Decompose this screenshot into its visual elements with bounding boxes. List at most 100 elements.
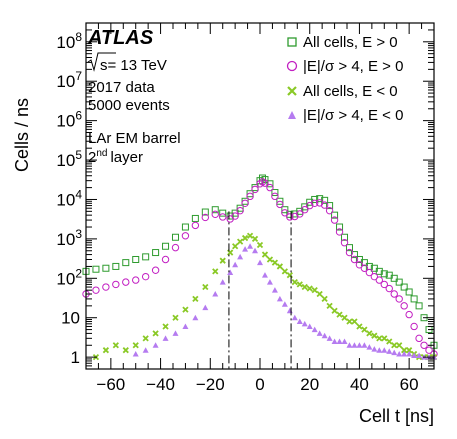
data-point bbox=[202, 283, 209, 291]
y-tick-exponent: 5 bbox=[75, 148, 82, 162]
data-point bbox=[411, 352, 418, 359]
data-point bbox=[276, 263, 284, 270]
y-tick-base: 10 bbox=[56, 151, 75, 170]
data-point bbox=[286, 213, 294, 221]
data-point bbox=[371, 332, 378, 339]
data-point bbox=[227, 269, 234, 276]
y-tick-label: 108 bbox=[56, 30, 82, 52]
data-point bbox=[252, 247, 259, 254]
data-point bbox=[316, 195, 324, 203]
data-point bbox=[370, 272, 379, 281]
data-point bbox=[122, 278, 130, 286]
data-point bbox=[236, 238, 244, 245]
data-point bbox=[320, 201, 329, 209]
data-point bbox=[247, 243, 254, 249]
data-point bbox=[142, 335, 149, 342]
y-tick-label: 103 bbox=[56, 227, 82, 249]
data-point bbox=[316, 330, 323, 336]
series-1 bbox=[82, 178, 438, 358]
data-point bbox=[266, 183, 274, 192]
data-point bbox=[331, 338, 338, 344]
data-point bbox=[301, 283, 308, 291]
data-point bbox=[172, 330, 179, 336]
data-point bbox=[261, 251, 269, 258]
data-point bbox=[152, 342, 159, 348]
data-point bbox=[219, 257, 226, 264]
data-point bbox=[356, 342, 363, 348]
data-point bbox=[410, 295, 418, 303]
data-point bbox=[331, 307, 338, 314]
data-point bbox=[181, 223, 189, 231]
data-point bbox=[311, 287, 318, 294]
data-point bbox=[266, 279, 273, 285]
data-point bbox=[311, 326, 318, 333]
y-tick-base: 10 bbox=[56, 33, 75, 52]
data-point bbox=[420, 341, 428, 349]
data-point bbox=[219, 209, 227, 217]
data-point bbox=[151, 266, 160, 274]
data-point bbox=[405, 310, 413, 319]
data-point bbox=[112, 280, 120, 289]
data-point bbox=[171, 243, 180, 252]
reference-lines bbox=[228, 211, 292, 369]
data-point bbox=[390, 290, 398, 298]
data-point bbox=[281, 301, 288, 307]
data-point bbox=[346, 318, 353, 325]
data-point bbox=[301, 320, 308, 327]
layer-number: 2 bbox=[88, 149, 96, 166]
data-point bbox=[132, 351, 139, 357]
data-point bbox=[281, 206, 289, 214]
data-point bbox=[396, 342, 403, 349]
x-tick-label: 40 bbox=[350, 375, 369, 394]
data-point bbox=[405, 288, 413, 296]
data-point bbox=[410, 322, 418, 331]
data-point bbox=[191, 221, 200, 230]
x-tick-label: 60 bbox=[400, 375, 419, 394]
data-point bbox=[396, 351, 403, 357]
data-point bbox=[361, 326, 368, 333]
legend-item-sigma-negative: |E|/σ > 4, E < 0 bbox=[288, 107, 403, 124]
data-point bbox=[336, 223, 344, 231]
data-point bbox=[335, 228, 344, 236]
data-point bbox=[415, 302, 423, 310]
x-axis-label: Cell t [ns] bbox=[359, 406, 434, 426]
data-point bbox=[132, 255, 140, 263]
legend-label: |E|/σ > 4, E < 0 bbox=[303, 107, 403, 124]
data-point bbox=[182, 323, 189, 329]
legend-item-sigma-positive: |E|/σ > 4, E > 0 bbox=[286, 58, 403, 75]
layer-superscript: nd bbox=[96, 148, 107, 159]
data-point bbox=[386, 338, 393, 345]
data-point bbox=[266, 256, 274, 263]
data-point bbox=[122, 259, 130, 267]
data-point bbox=[241, 234, 249, 242]
data-point bbox=[246, 232, 254, 239]
data-point bbox=[395, 295, 403, 303]
data-point bbox=[321, 332, 328, 339]
data-point bbox=[341, 314, 348, 321]
data-point bbox=[301, 206, 309, 214]
data-point bbox=[251, 235, 259, 243]
data-point bbox=[341, 338, 348, 344]
data-point bbox=[192, 295, 199, 303]
data-point bbox=[246, 190, 254, 198]
data-point bbox=[381, 335, 388, 342]
data-point bbox=[401, 347, 408, 354]
y-tick-exponent: 2 bbox=[75, 266, 82, 280]
data-point bbox=[366, 344, 373, 350]
data-point bbox=[365, 268, 374, 277]
data-point bbox=[381, 347, 388, 353]
data-point bbox=[242, 246, 249, 252]
y-tick-base: 10 bbox=[56, 112, 75, 131]
data-point bbox=[276, 197, 284, 205]
data-point bbox=[360, 264, 369, 272]
open-square-marker-icon bbox=[287, 37, 297, 47]
data-point bbox=[266, 180, 274, 188]
y-tick-exponent: 4 bbox=[75, 187, 82, 201]
data-point bbox=[315, 199, 324, 207]
data-point bbox=[261, 176, 269, 184]
data-point bbox=[291, 314, 298, 321]
data-point bbox=[122, 347, 129, 354]
data-point bbox=[182, 306, 189, 313]
atlas-label: ATLAS bbox=[87, 27, 154, 49]
data-point bbox=[281, 209, 289, 217]
